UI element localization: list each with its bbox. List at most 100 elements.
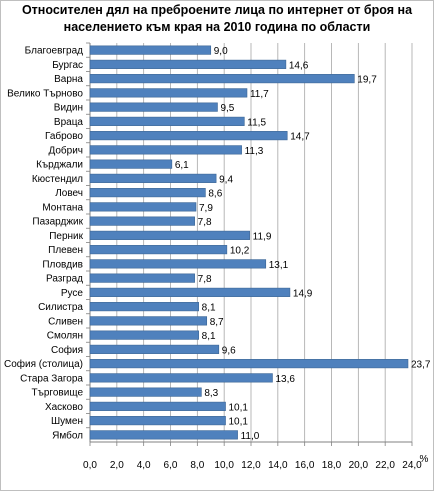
category-label: Ловеч: [55, 188, 83, 199]
data-label: 8,1: [202, 303, 216, 314]
category-label: Враца: [54, 117, 84, 128]
category-label: Търговище: [32, 388, 84, 399]
data-label: 10,1: [229, 402, 249, 413]
category-label: Габрово: [45, 130, 83, 142]
data-label: 11,5: [247, 117, 266, 128]
data-label: 8,1: [202, 331, 216, 342]
category-label: Смолян: [47, 331, 83, 342]
data-label: 11,9: [253, 231, 272, 242]
x-tick-label: 18,0: [322, 460, 342, 471]
bar: [89, 230, 250, 240]
category-label: Шумен: [51, 416, 83, 427]
category-label: Русе: [61, 288, 84, 299]
category-label: Хасково: [45, 402, 83, 413]
x-tick-label: 24,0: [402, 460, 422, 471]
bar: [89, 88, 248, 98]
bar: [89, 116, 245, 126]
category-label: Варна: [54, 74, 83, 85]
x-axis-unit: %: [420, 454, 429, 465]
category-label: Кърджали: [36, 160, 83, 171]
category-label: Добрич: [48, 144, 83, 156]
data-label: 8,7: [210, 317, 224, 328]
x-tick-label: 0,0: [83, 460, 97, 471]
category-label: Силистра: [38, 302, 83, 313]
category-label: Перник: [49, 231, 83, 242]
data-label: 7,8: [198, 274, 212, 285]
category-label: Монтана: [42, 202, 83, 213]
chart-title-line-2: населението към края на 2010 година по о…: [63, 20, 371, 34]
category-label: Бургас: [52, 60, 83, 71]
category-label: Сливен: [48, 316, 83, 327]
x-tick-labels: 0,0 2,0 4,0 6,0 8,0 10,0 12,0 14,0 16,0 18,0 20,0 2…: [83, 460, 422, 471]
bar: [89, 145, 242, 155]
bars: [89, 45, 409, 440]
bar: [89, 216, 195, 226]
category-label: Кюстендил: [32, 174, 83, 185]
bar: [89, 359, 409, 369]
data-label: 9,4: [219, 174, 233, 185]
bar: [89, 173, 217, 183]
x-tick-label: 6,0: [164, 460, 178, 471]
x-tick-label: 10,0: [214, 460, 234, 471]
bar: [89, 430, 238, 440]
bar: [89, 401, 226, 411]
bar: [89, 344, 220, 354]
data-label: 11,7: [250, 89, 269, 100]
data-label: 6,1: [175, 160, 189, 171]
x-tick-label: 2,0: [110, 460, 124, 471]
x-tick-label: 12,0: [241, 460, 261, 471]
bar: [89, 59, 287, 69]
data-label: 10,2: [230, 246, 250, 257]
data-label: 19,7: [357, 75, 377, 86]
x-tick-label: 4,0: [137, 460, 151, 471]
x-tick-label: 22,0: [375, 460, 395, 471]
bar: [89, 202, 197, 212]
category-label: Разград: [46, 274, 83, 285]
bar: [89, 316, 208, 326]
category-label: Стара Загора: [20, 373, 83, 384]
data-label: 14,7: [290, 132, 310, 143]
bar: [89, 416, 226, 426]
data-label: 10,1: [229, 417, 249, 428]
data-label: 13,6: [275, 374, 295, 385]
bar: [89, 102, 218, 112]
bar: [89, 273, 195, 283]
bar: [89, 245, 228, 255]
data-label: 13,1: [269, 260, 289, 271]
data-label: 7,9: [199, 203, 213, 214]
category-label: Благоевград: [25, 46, 83, 57]
bar: [89, 131, 288, 141]
data-label: 14,9: [293, 288, 313, 299]
bar: [89, 387, 202, 397]
x-tick-label: 16,0: [295, 460, 315, 471]
category-label: Пазарджик: [32, 217, 83, 228]
category-label: Велико Търново: [7, 88, 83, 99]
data-label: 8,6: [208, 189, 222, 200]
data-labels: 9,0 14,6 19,7 11,7 9,5 11,5 14,7 11,3 6,1 9,4 8,6 7…: [175, 46, 431, 442]
bar: [89, 74, 355, 84]
data-label: 14,6: [289, 60, 309, 71]
bar: [89, 45, 212, 55]
x-tick-label: 14,0: [268, 460, 288, 471]
category-label: Ямбол: [52, 429, 83, 441]
bar: [89, 259, 267, 269]
data-label: 8,3: [204, 388, 218, 399]
bar: [89, 188, 206, 198]
bar: [89, 159, 173, 169]
category-labels: Благоевград Бургас Варна Велико Търново Види…: [4, 46, 84, 442]
category-label: София (столица): [4, 358, 83, 370]
x-tick-label: 20,0: [349, 460, 369, 471]
bar: [89, 287, 291, 297]
data-label: 11,0: [241, 431, 260, 442]
data-label: 9,6: [222, 345, 236, 356]
bar: [89, 330, 199, 340]
data-label: 9,5: [220, 103, 234, 114]
data-label: 9,0: [214, 46, 228, 57]
category-label: Плевен: [48, 245, 83, 256]
data-label: 11,3: [245, 146, 264, 157]
category-label: София: [51, 344, 83, 356]
chart-title: Относителен дял на преброените лица по и…: [0, 2, 434, 36]
bar: [89, 373, 273, 383]
bar: [89, 302, 199, 312]
